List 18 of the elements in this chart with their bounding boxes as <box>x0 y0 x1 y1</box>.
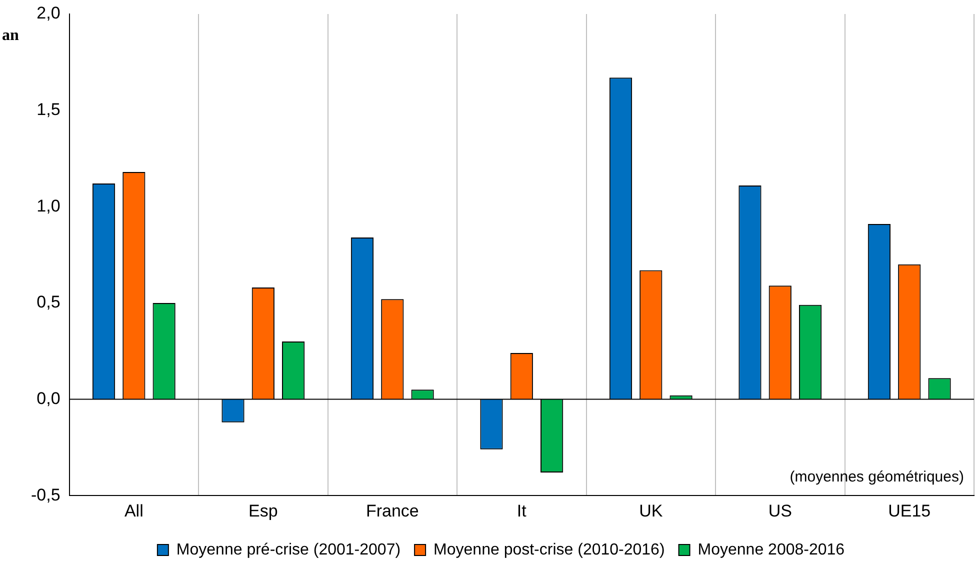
y-tick-label: 0,0 <box>36 388 60 408</box>
x-tick-label: UK <box>639 501 664 520</box>
y-axis-title: an <box>2 27 19 44</box>
y-tick-label: 0,5 <box>36 292 60 312</box>
x-tick-label: Esp <box>248 501 278 520</box>
x-tick-label: UE15 <box>888 501 931 520</box>
y-tick-label: 1,5 <box>36 100 60 120</box>
y-tick-label: -0,5 <box>30 485 60 504</box>
y-tick-label: 2,0 <box>36 4 60 23</box>
x-tick-label: US <box>768 501 792 520</box>
annotation: (moyennes géométriques) <box>790 468 964 486</box>
legend-label: Moyenne post-crise (2010-2016) <box>434 541 665 558</box>
x-tick-label: France <box>366 501 419 520</box>
x-tick-label: All <box>124 501 144 520</box>
x-tick-label: It <box>516 501 527 520</box>
legend-label: Moyenne 2008-2016 <box>698 541 845 558</box>
y-tick-label: 1,0 <box>36 196 60 216</box>
legend-label: Moyenne pré-crise (2001-2007) <box>176 541 401 558</box>
